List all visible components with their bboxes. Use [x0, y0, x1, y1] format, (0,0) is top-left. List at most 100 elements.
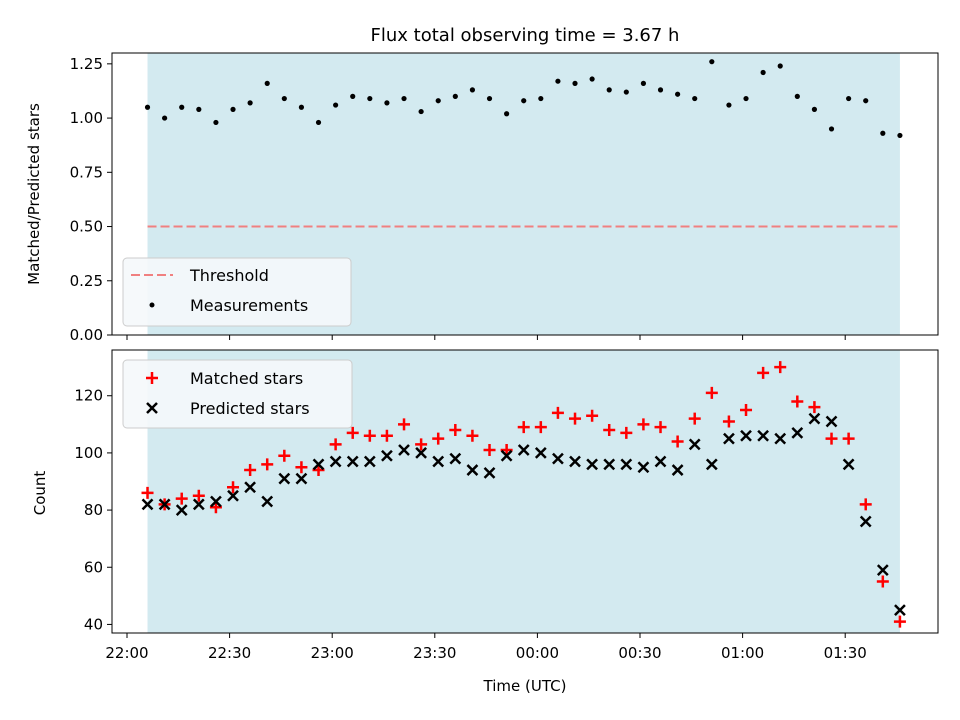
matched-star-point: [876, 575, 889, 588]
legend-matched-label: Matched stars: [190, 369, 303, 388]
measurement-point: [555, 78, 561, 84]
measurement-point: [469, 87, 476, 93]
measurement-point: [863, 98, 869, 104]
predicted-star-point: [654, 455, 667, 468]
measurement-point: [298, 104, 305, 110]
matched-star-point: [227, 481, 240, 494]
predicted-star-point: [825, 415, 838, 428]
bottom-y-ticks: 40 60 80 100 120: [74, 387, 112, 633]
top-y-axis-label: Matched/Predicted stars: [25, 103, 43, 285]
bottom-x-ticks: 22:00 22:30 23:00 23:30 00:00 00:30 01:00 01:30: [105, 633, 867, 662]
predicted-star-point: [227, 489, 239, 502]
predicted-star-point: [740, 429, 752, 442]
measurement-point: [333, 102, 339, 108]
matched-star-point: [842, 432, 855, 445]
measurement-point: [846, 95, 852, 102]
matched-star-point: [637, 418, 650, 431]
predicted-star-point: [415, 447, 428, 459]
matched-star-point: [893, 615, 906, 628]
measurement-point: [897, 132, 903, 139]
bottom-y-tick-label: 120: [74, 387, 103, 405]
matched-star-point: [432, 432, 445, 445]
predicted-star-point: [774, 432, 787, 445]
matched-star-point: [398, 418, 411, 431]
measurement-point: [726, 102, 732, 108]
predicted-star-point: [175, 504, 188, 516]
measurement-point: [486, 95, 493, 102]
matched-star-point: [757, 366, 770, 379]
predicted-star-point: [603, 458, 616, 471]
top-legend: Threshold Measurements: [122, 257, 352, 327]
bottom-y-tick-label: 80: [84, 501, 103, 519]
legend-predicted-label: Predicted stars: [190, 399, 310, 418]
x-tick-label: 22:30: [208, 644, 251, 662]
chart-title: Flux total observing time = 3.67 h: [371, 25, 680, 46]
predicted-star-point: [894, 604, 906, 617]
x-tick-label: 00:00: [516, 644, 559, 662]
measurement-point: [692, 95, 698, 102]
matched-star-point: [483, 444, 496, 457]
matched-star-point: [722, 415, 735, 428]
measurement-point: [828, 126, 835, 132]
count-panel: 40 60 80 100 120 22:00 22:30 23:00 23:30 00:00 00…: [31, 349, 939, 695]
predicted-star-point: [158, 498, 171, 511]
x-axis-label: Time (UTC): [483, 677, 567, 695]
predicted-star-point: [620, 458, 633, 471]
predicted-star-point: [449, 452, 462, 465]
legend-measurement-swatch: [149, 302, 155, 308]
predicted-star-point: [808, 412, 821, 425]
measurement-point: [623, 89, 629, 95]
matched-star-point: [791, 395, 804, 408]
matched-star-point: [705, 386, 718, 399]
bottom-y-tick-label: 40: [84, 615, 103, 633]
measurement-point: [572, 80, 578, 86]
measurement-point: [811, 106, 818, 112]
count-points: [141, 361, 906, 628]
predicted-star-point: [141, 498, 154, 511]
measurement-point: [213, 119, 219, 126]
x-tick-label: 22:00: [105, 644, 148, 662]
bottom-y-axis-label: Count: [31, 471, 49, 516]
matched-star-point: [586, 409, 599, 422]
matched-star-point: [620, 426, 633, 439]
predicted-star-point: [244, 481, 257, 494]
bottom-legend: Matched stars Predicted stars: [122, 359, 353, 429]
measurement-point: [281, 95, 287, 102]
matched-star-point: [740, 404, 753, 417]
predicted-star-point: [705, 458, 718, 471]
predicted-star-point: [757, 429, 770, 442]
measurement-point: [247, 100, 253, 106]
measurement-point: [384, 100, 390, 106]
measurement-point: [435, 98, 441, 104]
matched-star-point: [244, 464, 257, 477]
measurement-points: [144, 59, 903, 139]
measurement-point: [144, 104, 151, 110]
measurement-point: [521, 98, 527, 104]
predicted-star-point: [210, 495, 222, 508]
matched-star-point: [329, 438, 342, 451]
predicted-star-point: [261, 495, 274, 508]
predicted-star-point: [483, 467, 496, 479]
matched-star-point: [380, 429, 393, 442]
x-tick-label: 01:30: [824, 644, 867, 662]
predicted-star-point: [398, 444, 410, 456]
top-y-tick-label: 1.00: [70, 109, 103, 127]
predicted-star-point: [500, 449, 513, 462]
matched-star-point: [808, 401, 821, 414]
matched-star-point: [192, 489, 205, 502]
predicted-star-point: [552, 452, 564, 465]
measurement-point: [640, 80, 647, 86]
x-tick-label: 23:30: [413, 644, 456, 662]
legend-threshold-label: Threshold: [189, 266, 269, 285]
measurement-point: [657, 87, 664, 93]
measurement-point: [777, 63, 783, 69]
legend-measurements-label: Measurements: [190, 296, 308, 315]
legend-predicted-swatch: [146, 402, 158, 414]
measurement-point: [179, 104, 185, 110]
measurement-point: [743, 95, 749, 102]
matched-star-point: [825, 432, 838, 445]
predicted-star-point: [312, 458, 325, 471]
matched-star-point: [295, 461, 308, 474]
matched-star-point: [466, 429, 479, 442]
